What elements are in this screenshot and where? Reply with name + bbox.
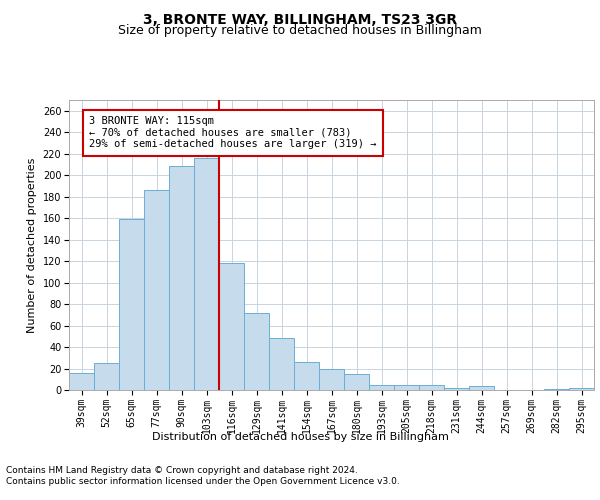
Text: 3 BRONTE WAY: 115sqm
← 70% of detached houses are smaller (783)
29% of semi-deta: 3 BRONTE WAY: 115sqm ← 70% of detached h… — [89, 116, 377, 150]
Bar — [444, 388, 469, 390]
Y-axis label: Number of detached properties: Number of detached properties — [27, 158, 37, 332]
Bar — [169, 166, 194, 390]
Bar — [119, 219, 144, 390]
Bar — [544, 389, 569, 390]
Bar — [244, 312, 269, 390]
Bar — [269, 338, 294, 390]
Text: Contains public sector information licensed under the Open Government Licence v3: Contains public sector information licen… — [6, 478, 400, 486]
Bar — [94, 363, 119, 390]
Text: Size of property relative to detached houses in Billingham: Size of property relative to detached ho… — [118, 24, 482, 37]
Bar — [194, 158, 219, 390]
Bar — [344, 374, 369, 390]
Bar — [569, 388, 594, 390]
Bar — [294, 362, 319, 390]
Text: Distribution of detached houses by size in Billingham: Distribution of detached houses by size … — [152, 432, 448, 442]
Bar — [69, 373, 94, 390]
Text: 3, BRONTE WAY, BILLINGHAM, TS23 3GR: 3, BRONTE WAY, BILLINGHAM, TS23 3GR — [143, 12, 457, 26]
Bar — [144, 190, 169, 390]
Bar — [219, 264, 244, 390]
Bar — [469, 386, 494, 390]
Bar — [319, 368, 344, 390]
Text: Contains HM Land Registry data © Crown copyright and database right 2024.: Contains HM Land Registry data © Crown c… — [6, 466, 358, 475]
Bar — [394, 384, 419, 390]
Bar — [369, 384, 394, 390]
Bar — [419, 384, 444, 390]
